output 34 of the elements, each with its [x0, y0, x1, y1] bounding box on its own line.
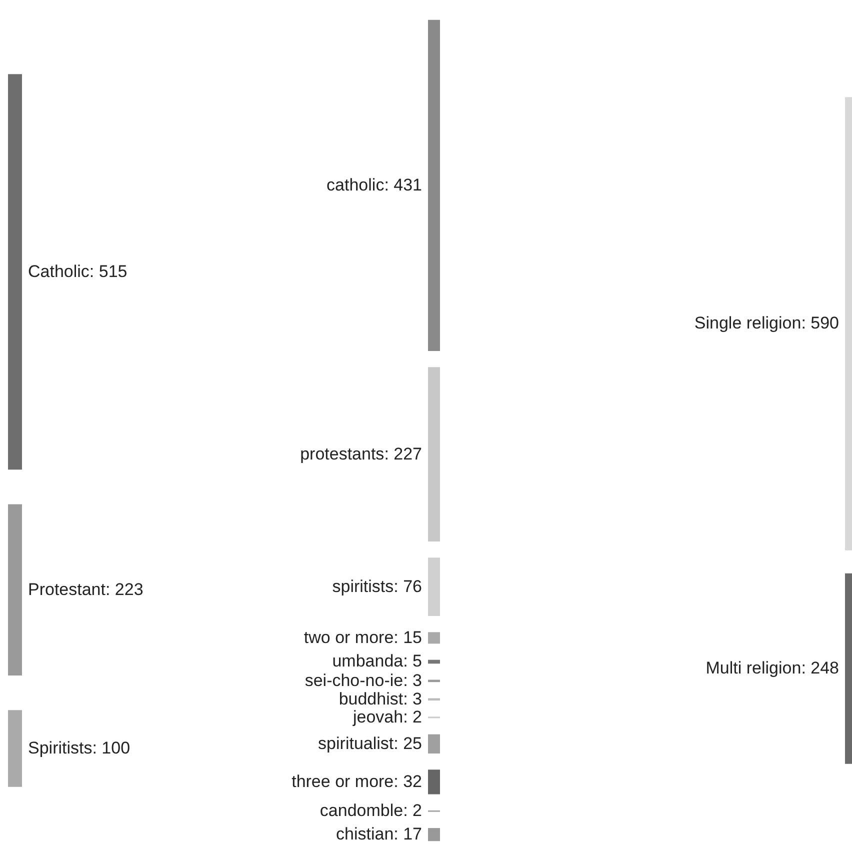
data-label: : 2: [403, 707, 422, 726]
data-label: : 5: [403, 652, 422, 671]
data-label: : 248: [801, 658, 839, 678]
data-label: : 25: [394, 734, 422, 753]
data-label: : 227: [384, 444, 422, 464]
category-label: sei-cho-no-ie: [304, 670, 404, 690]
data-label: : 32: [394, 772, 422, 791]
category-label: protestants: [300, 444, 384, 464]
category-label: candomble: [320, 801, 404, 820]
category-label: Spiritists: [28, 738, 92, 758]
data-label: : 76: [394, 576, 422, 596]
category-label: catholic: [326, 175, 385, 194]
data-label: : 17: [394, 824, 422, 844]
category-label: umbanda: [332, 652, 404, 671]
category-label: chistian: [336, 824, 394, 844]
category-label: Multi religion: [706, 658, 802, 678]
data-label: : 515: [89, 262, 128, 281]
data-label: : 2: [403, 801, 422, 820]
category-label: Catholic: [28, 262, 90, 281]
category-label: spiritualist: [318, 734, 394, 753]
data-label: : 3: [403, 689, 422, 708]
category-label: Protestant: [28, 580, 106, 599]
category-label: two or more: [304, 628, 394, 647]
data-label: : 15: [394, 628, 422, 647]
data-label: : 3: [403, 670, 422, 690]
data-label: : 590: [801, 314, 839, 333]
category-label: buddhist: [338, 689, 404, 708]
category-label: Single religion: [694, 314, 802, 333]
category-label: jeovah: [352, 707, 404, 726]
data-label: : 223: [105, 580, 144, 599]
data-label: : 431: [384, 175, 422, 194]
category-label: three or more: [292, 772, 394, 791]
category-label: spiritists: [332, 576, 394, 596]
data-label: : 100: [92, 738, 130, 758]
